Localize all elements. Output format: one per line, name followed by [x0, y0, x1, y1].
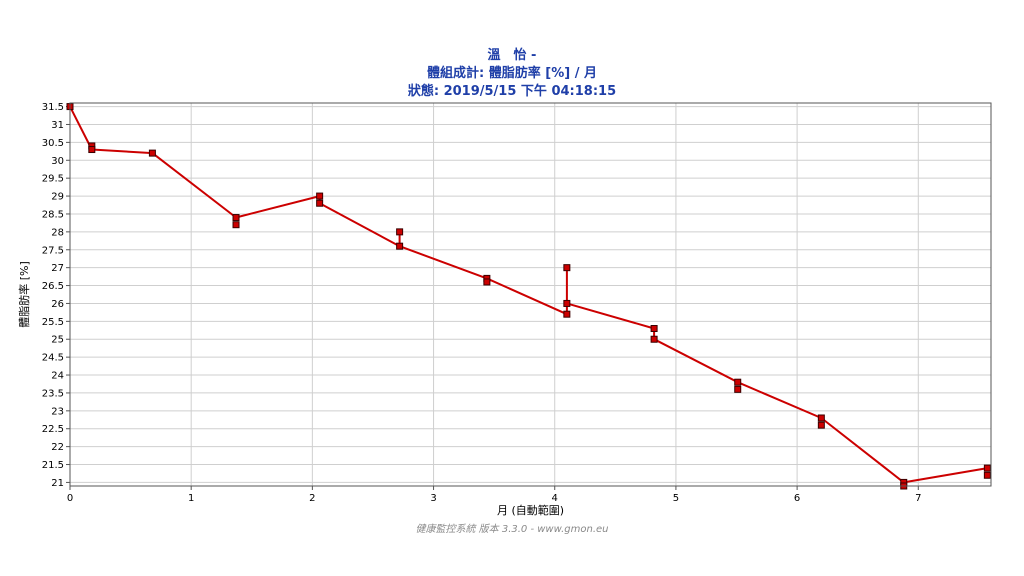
- y-tick-label: 23.5: [42, 388, 64, 399]
- y-tick-label: 30: [51, 156, 64, 167]
- y-tick-label: 21: [51, 478, 64, 489]
- y-tick-label: 29: [51, 192, 64, 203]
- chart-title-line-1: 溫 怡 -: [487, 48, 537, 63]
- y-tick-label: 25: [51, 335, 64, 346]
- x-axis-label: 月 (自動範圍): [497, 503, 564, 517]
- data-point: [232, 214, 240, 222]
- y-tick-label: 22: [51, 442, 64, 453]
- x-tick-label: 6: [794, 493, 800, 504]
- chart-title-line-3: 狀態: 2019/5/15 下午 04:18:15: [407, 84, 617, 99]
- y-tick-label: 27: [51, 263, 64, 274]
- data-point: [734, 378, 742, 386]
- grid: [69, 103, 991, 486]
- data-point: [148, 149, 156, 157]
- plot-frame: [69, 102, 992, 487]
- y-tick-label: 25.5: [42, 317, 64, 328]
- data-point: [316, 199, 324, 207]
- y-axis-label: 體脂肪率 [%]: [17, 261, 31, 328]
- data-point: [983, 464, 991, 472]
- data-point: [483, 278, 491, 286]
- y-tick-label: 23: [51, 406, 64, 417]
- x-tick-label: 2: [309, 493, 315, 504]
- tick-labels: 2121.52222.52323.52424.52525.52626.52727…: [42, 102, 922, 504]
- y-tick-label: 22.5: [42, 424, 64, 435]
- y-tick-label: 27.5: [42, 245, 64, 256]
- data-point: [232, 221, 240, 229]
- chart-title-line-2: 體組成計: 體脂肪率 [%] / 月: [427, 66, 597, 81]
- y-tick-label: 31.5: [42, 102, 64, 113]
- x-tick-label: 3: [430, 493, 436, 504]
- data-point: [650, 335, 658, 343]
- series: [66, 103, 991, 490]
- footer-credit: 健康監控系統 版本 3.3.0 - www.gmon.eu: [415, 524, 609, 535]
- x-tick-label: 4: [552, 493, 558, 504]
- data-point: [316, 192, 324, 200]
- y-tick-label: 31: [51, 120, 64, 131]
- data-point: [734, 385, 742, 393]
- y-tick-label: 28: [51, 227, 64, 238]
- x-tick-label: 5: [673, 493, 679, 504]
- data-point: [650, 325, 658, 333]
- data-point: [563, 264, 571, 272]
- x-tick-label: 0: [67, 493, 73, 504]
- data-point: [396, 242, 404, 250]
- y-tick-label: 29.5: [42, 174, 64, 185]
- y-tick-label: 30.5: [42, 138, 64, 149]
- data-point: [817, 414, 825, 422]
- y-tick-label: 24: [51, 371, 64, 382]
- x-tick-label: 1: [188, 493, 194, 504]
- data-point: [396, 228, 404, 236]
- series-line: [69, 106, 988, 484]
- data-point: [563, 299, 571, 307]
- data-point: [563, 310, 571, 318]
- y-tick-label: 26.5: [42, 281, 64, 292]
- data-point: [983, 471, 991, 479]
- chart-title: 溫 怡 - 體組成計: 體脂肪率 [%] / 月 狀態: 2019/5/15 下…: [0, 47, 1024, 101]
- y-tick-label: 24.5: [42, 353, 64, 364]
- y-tick-label: 21.5: [42, 460, 64, 471]
- x-tick-label: 7: [915, 493, 921, 504]
- y-tick-label: 28.5: [42, 209, 64, 220]
- data-point: [817, 421, 825, 429]
- y-tick-label: 26: [51, 299, 64, 310]
- data-point: [88, 146, 96, 154]
